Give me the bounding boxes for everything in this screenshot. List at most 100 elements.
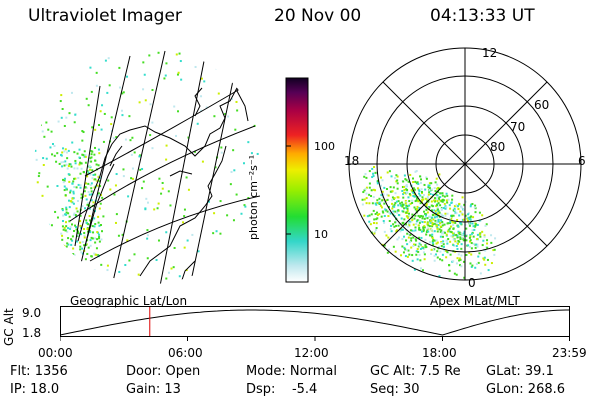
- emission-pixel: [412, 243, 415, 246]
- emission-pixel: [241, 86, 244, 89]
- emission-pixel: [256, 109, 259, 112]
- colorbar-tick-100: 100: [314, 140, 335, 153]
- emission-pixel: [417, 224, 420, 227]
- emission-pixel: [376, 201, 379, 204]
- emission-pixel: [95, 179, 98, 182]
- emission-pixel: [39, 124, 42, 127]
- emission-pixel: [74, 162, 77, 165]
- emission-pixel: [435, 221, 438, 224]
- emission-pixel: [91, 50, 94, 53]
- emission-pixel: [413, 206, 416, 209]
- emission-pixel: [72, 59, 75, 62]
- emission-pixel: [78, 148, 81, 151]
- emission-pixel: [403, 174, 406, 177]
- emission-pixel: [72, 197, 75, 200]
- emission-pixel: [420, 236, 423, 239]
- emission-pixel: [185, 269, 188, 272]
- emission-pixel: [61, 165, 64, 168]
- emission-pixel: [441, 224, 444, 227]
- emission-pixel: [187, 188, 190, 191]
- emission-pixel: [417, 250, 420, 253]
- emission-pixel: [365, 186, 368, 189]
- emission-pixel: [440, 213, 443, 216]
- emission-pixel: [133, 283, 136, 284]
- emission-pixel: [490, 262, 493, 265]
- emission-pixel: [91, 225, 94, 228]
- emission-pixel: [122, 91, 125, 94]
- emission-pixel: [414, 200, 417, 203]
- emission-pixel: [203, 80, 206, 83]
- emission-pixel: [102, 140, 105, 143]
- emission-pixel: [444, 205, 447, 208]
- emission-pixel: [431, 233, 434, 236]
- emission-pixel: [412, 191, 415, 194]
- emission-pixel: [42, 164, 45, 167]
- emission-pixel: [420, 201, 423, 204]
- emission-pixel: [450, 217, 453, 220]
- emission-pixel: [405, 204, 408, 207]
- emission-pixel: [431, 230, 434, 233]
- emission-pixel: [97, 221, 100, 224]
- emission-pixel: [436, 226, 439, 229]
- mlat-label-70: 70: [510, 120, 526, 134]
- emission-pixel: [365, 176, 368, 179]
- emission-pixel: [86, 228, 89, 231]
- emission-pixel: [416, 205, 419, 208]
- emission-pixel: [460, 212, 463, 215]
- emission-pixel: [453, 205, 456, 208]
- emission-pixel: [433, 230, 436, 233]
- status-seq: Seq: 30: [370, 382, 420, 397]
- emission-pixel: [374, 212, 377, 215]
- emission-pixel: [429, 219, 432, 222]
- emission-pixel: [126, 75, 129, 78]
- emission-pixel: [485, 223, 488, 226]
- emission-pixel: [429, 241, 432, 244]
- emission-pixel: [430, 204, 433, 207]
- emission-pixel: [47, 247, 50, 250]
- emission-pixel: [424, 212, 427, 215]
- emission-pixel: [443, 223, 446, 226]
- emission-pixel: [415, 239, 418, 242]
- emission-pixel: [98, 233, 101, 236]
- emission-pixel: [247, 277, 250, 280]
- emission-pixel: [407, 196, 410, 199]
- emission-pixel: [426, 217, 429, 220]
- emission-pixel: [59, 100, 62, 103]
- emission-pixel: [64, 194, 67, 197]
- emission-pixel: [481, 230, 484, 233]
- emission-pixel: [419, 175, 422, 178]
- emission-pixel: [457, 230, 460, 233]
- emission-pixel: [227, 115, 230, 118]
- emission-pixel: [389, 186, 392, 189]
- emission-pixel: [391, 199, 394, 202]
- emission-pixel: [399, 230, 402, 233]
- emission-pixel: [439, 258, 442, 261]
- emission-pixel: [403, 191, 406, 194]
- emission-pixel: [173, 246, 176, 249]
- emission-pixel: [368, 193, 371, 196]
- emission-pixel: [432, 218, 435, 221]
- emission-pixel: [476, 243, 479, 246]
- emission-pixel: [91, 177, 94, 180]
- emission-pixel: [89, 157, 92, 160]
- emission-pixel: [394, 192, 397, 195]
- emission-pixel: [72, 180, 75, 183]
- emission-pixel: [90, 160, 93, 163]
- emission-pixel: [449, 220, 452, 223]
- emission-pixel: [388, 211, 391, 214]
- emission-pixel: [151, 88, 154, 91]
- emission-pixel: [434, 212, 437, 215]
- emission-pixel: [463, 203, 466, 206]
- emission-pixel: [408, 224, 411, 227]
- emission-pixel: [482, 239, 485, 242]
- emission-pixel: [464, 200, 467, 203]
- emission-pixel: [455, 233, 458, 236]
- emission-pixel: [61, 151, 64, 154]
- emission-pixel: [483, 256, 486, 259]
- emission-pixel: [76, 270, 79, 273]
- emission-pixel: [63, 124, 66, 127]
- emission-pixel: [462, 218, 465, 221]
- emission-pixel: [44, 53, 47, 56]
- emission-pixel: [83, 234, 86, 237]
- emission-pixel: [474, 211, 477, 214]
